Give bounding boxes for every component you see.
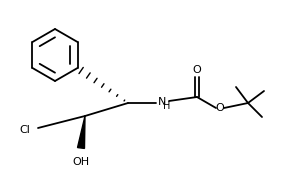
Polygon shape <box>78 116 85 148</box>
Text: OH: OH <box>73 157 90 167</box>
Text: N: N <box>158 97 166 107</box>
Text: Cl: Cl <box>19 125 30 135</box>
Text: H: H <box>163 101 171 111</box>
Text: O: O <box>216 103 224 113</box>
Text: O: O <box>193 65 201 75</box>
